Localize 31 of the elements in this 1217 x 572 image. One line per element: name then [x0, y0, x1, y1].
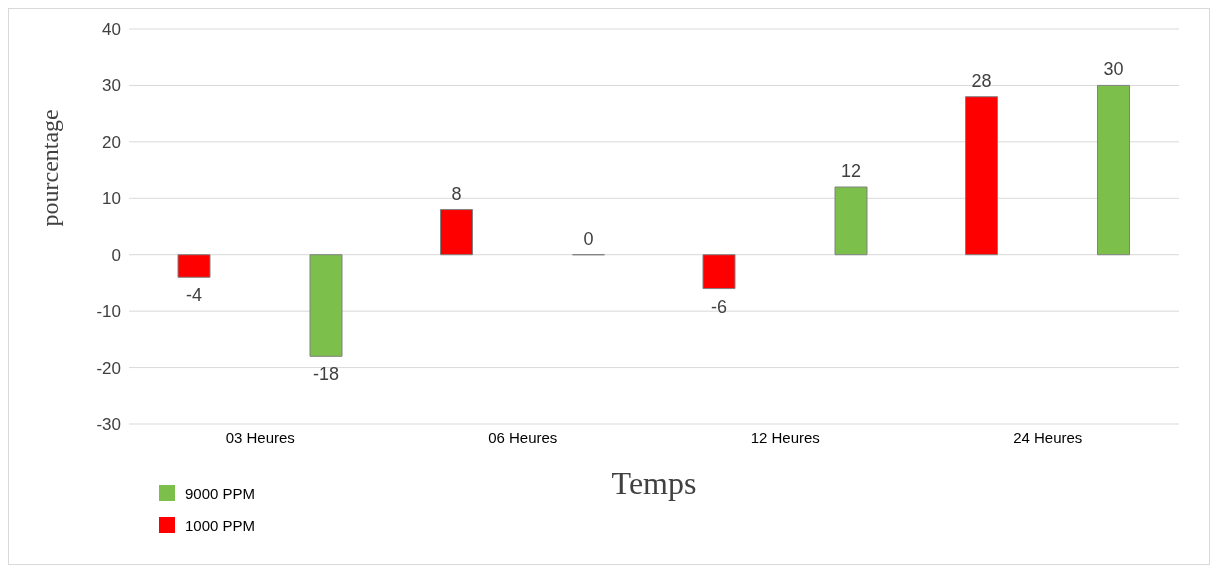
y-axis-title: pourcentage	[36, 109, 63, 227]
bar	[702, 254, 736, 290]
x-axis-title: Temps	[611, 465, 697, 501]
bar	[1097, 84, 1130, 256]
bar	[177, 254, 211, 278]
bar	[965, 96, 998, 256]
x-tick-label: 03 Heures	[225, 428, 295, 446]
data-label: -18	[312, 364, 340, 385]
data-label: 28	[971, 70, 992, 91]
y-tick-label: -30	[96, 415, 121, 435]
data-label: 12	[840, 161, 862, 181]
data-label: 8	[451, 183, 462, 204]
y-tick-label: -10	[96, 302, 121, 322]
y-tick-label: 10	[102, 189, 121, 209]
y-tick-label: -20	[96, 358, 121, 378]
y-tick-label: 30	[102, 76, 121, 96]
bar	[440, 209, 473, 256]
data-label: 0	[583, 228, 594, 249]
x-tick-label: 06 Heures	[488, 428, 558, 446]
data-label: 30	[1103, 59, 1124, 80]
bar	[309, 254, 343, 357]
legend-label: 9000 PPM	[185, 484, 256, 502]
y-tick-label: 0	[111, 245, 121, 265]
data-label: -6	[710, 296, 728, 317]
x-tick-label: 24 Heures	[1013, 428, 1083, 446]
data-label: -4	[185, 285, 203, 306]
y-tick-label: 20	[102, 132, 121, 152]
y-tick-label: 40	[102, 20, 121, 40]
bar	[834, 186, 868, 256]
legend-label: 1000 PPM	[185, 516, 256, 534]
x-tick-label: 12 Heures	[750, 428, 820, 446]
